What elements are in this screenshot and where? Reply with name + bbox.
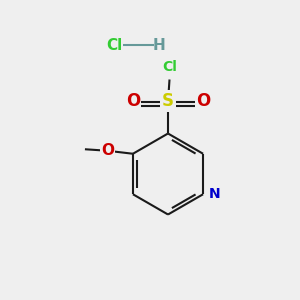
Text: O: O — [126, 92, 140, 110]
Text: Cl: Cl — [162, 60, 177, 74]
Text: O: O — [101, 143, 114, 158]
Text: Cl: Cl — [106, 38, 122, 52]
Text: N: N — [208, 187, 220, 201]
Text: S: S — [162, 92, 174, 110]
Text: O: O — [196, 92, 210, 110]
Text: H: H — [153, 38, 165, 52]
